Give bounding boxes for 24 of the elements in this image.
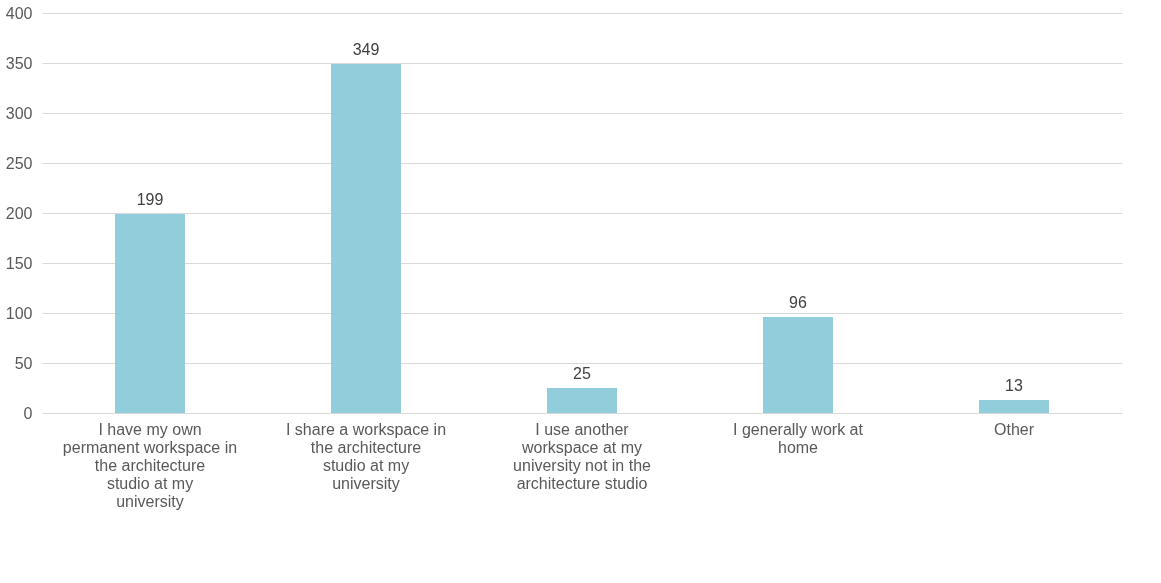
bar <box>979 400 1049 413</box>
x-tick-label: I share a workspace in the architecture studio at my university <box>285 420 447 492</box>
y-tick-label: 300 <box>5 104 33 122</box>
bar <box>763 317 833 413</box>
x-tick-label: Other <box>993 420 1035 438</box>
bar <box>331 64 401 413</box>
y-tick-label: 400 <box>5 4 33 22</box>
bar <box>547 388 617 413</box>
y-tick-label: 100 <box>5 304 33 322</box>
data-label: 96 <box>789 294 807 311</box>
x-tick-label: I use another workspace at my university not in the architecture studio <box>513 420 652 492</box>
y-tick-label: 0 <box>23 404 33 422</box>
data-label: 13 <box>1005 377 1023 394</box>
y-tick-label: 250 <box>5 154 33 172</box>
x-tick-label: I generally work at home <box>733 420 864 456</box>
y-tick-label: 350 <box>5 54 33 72</box>
y-tick-label: 150 <box>5 254 33 272</box>
y-tick-label: 200 <box>5 204 33 222</box>
data-label: 25 <box>573 365 591 382</box>
y-tick-label: 50 <box>14 354 33 372</box>
bar <box>115 214 185 413</box>
data-label: 349 <box>352 41 380 58</box>
data-label: 199 <box>136 191 164 208</box>
x-tick-label: I have my own permanent workspace in the architecture studio at my university <box>62 420 238 510</box>
